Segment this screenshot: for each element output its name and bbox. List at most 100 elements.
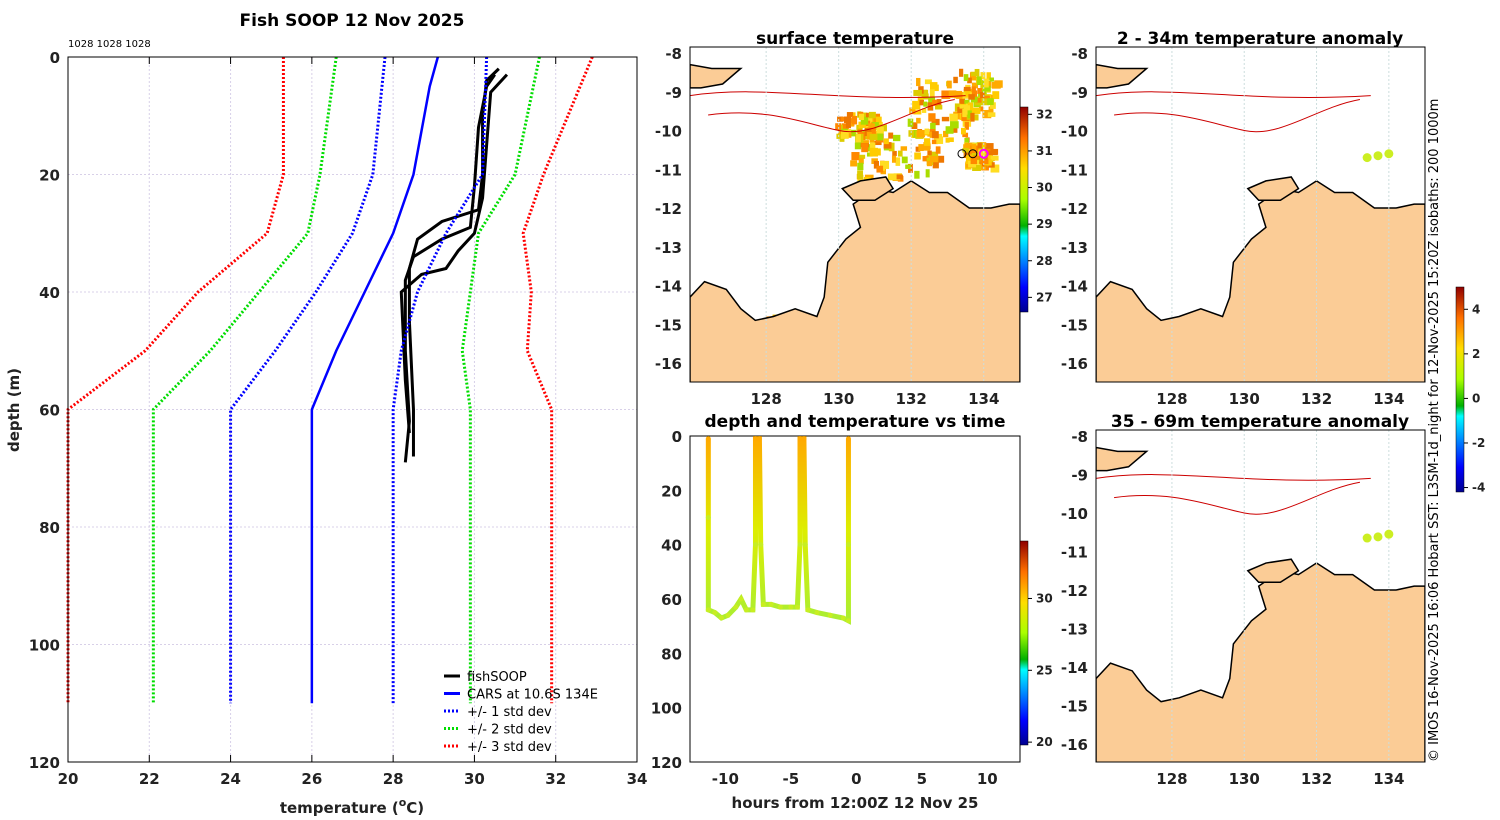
- sst-pixel: [980, 92, 985, 99]
- series-line: [391, 56, 489, 704]
- sst-pixel: [845, 119, 852, 129]
- x-tick-label: 130: [823, 390, 854, 408]
- track-marker: [968, 149, 978, 159]
- sst-pixel: [875, 116, 882, 124]
- data-point: [777, 604, 783, 610]
- y-tick-label: -15: [1061, 316, 1088, 334]
- x-tick-label: 134: [1373, 390, 1404, 408]
- sst-pixel: [928, 113, 936, 122]
- sst-pixel: [964, 137, 969, 146]
- sst-pixel: [922, 156, 929, 162]
- sst-pixel: [932, 161, 939, 169]
- sst-pixel: [858, 158, 864, 165]
- sst-pixel: [990, 155, 999, 161]
- sst-pixel: [976, 76, 982, 86]
- sst-pixel: [921, 93, 929, 100]
- data-point: [845, 542, 851, 548]
- sst-pixel: [859, 154, 866, 159]
- sst-pixel: [916, 129, 925, 138]
- legend-label: +/- 3 std dev: [467, 740, 552, 755]
- sst-pixel: [871, 127, 876, 134]
- sst-pixel: [929, 89, 935, 98]
- sst-pixel: [892, 150, 897, 157]
- sst-pixel: [971, 86, 976, 93]
- profile-plot: 20 22 24 26 28 30 32 34 0 20 40 60 80 100 120: [29, 49, 648, 788]
- sst-pixel: [964, 99, 970, 105]
- sst-pixel: [941, 90, 951, 99]
- sst-pixel: [962, 132, 969, 138]
- sst-pixel: [971, 82, 979, 89]
- y-tick-label: -14: [1061, 278, 1088, 296]
- profile-annotation: 1028 1028 1028: [68, 39, 151, 50]
- sst-pixel: [873, 160, 880, 169]
- data-point: [760, 601, 766, 607]
- sst-pixel: [857, 129, 863, 138]
- sst-pixel: [910, 122, 918, 129]
- map-layer: [1096, 446, 1425, 762]
- x-tick-label: 22: [139, 770, 160, 788]
- sst-pixel: [858, 113, 865, 121]
- sst-pixel: [972, 164, 981, 172]
- colorbar-label: -2: [1472, 436, 1485, 450]
- sst-pixel: [913, 129, 918, 138]
- sst-pixel: [936, 136, 944, 144]
- x-tick-label: 128: [1156, 770, 1187, 788]
- series-line: [521, 56, 594, 704]
- data-point: [705, 515, 711, 520]
- sst-pixel: [905, 164, 911, 169]
- sst-pixel: [968, 94, 975, 100]
- sst-pixel: [961, 127, 966, 135]
- sst-pixel: [990, 164, 1000, 173]
- sst-pixel: [992, 91, 1000, 100]
- sst-pixel: [965, 142, 973, 148]
- colorbar: [1455, 286, 1465, 493]
- y-tick-label: 120: [29, 754, 60, 772]
- y-tick-label: 40: [39, 284, 60, 302]
- y-tick-label: 60: [39, 402, 60, 420]
- data-point: [738, 596, 744, 602]
- x-tick-label: 34: [627, 770, 648, 788]
- y-tick-label: 60: [661, 591, 682, 609]
- isobath-200m: [1096, 474, 1371, 481]
- y-tick-label: -9: [665, 84, 682, 102]
- y-tick-label: 120: [651, 754, 682, 772]
- sst-pixel: [928, 97, 936, 106]
- y-tick-label: -16: [1061, 355, 1088, 373]
- sst-pixel: [962, 108, 970, 118]
- sst-pixel: [977, 142, 982, 149]
- isobath-1000m: [1114, 99, 1361, 133]
- x-tick-label: 5: [917, 770, 927, 788]
- isobath-1000m: [708, 99, 955, 133]
- sst-pixel: [972, 143, 981, 148]
- data-point: [768, 601, 774, 607]
- sst-pixel: [945, 126, 954, 134]
- profile-ylabel: depth (m): [5, 368, 23, 452]
- time-plot-title: depth and temperature vs time: [705, 412, 1006, 432]
- y-tick-label: -12: [1061, 582, 1088, 600]
- sst-pixel: [900, 146, 908, 151]
- sst-pixel: [963, 74, 969, 82]
- sst-pixel: [970, 112, 975, 122]
- legend-label: +/- 2 std dev: [467, 723, 552, 738]
- sst-pixel: [931, 139, 938, 145]
- y-tick-label: -8: [1071, 45, 1088, 63]
- sst-pixel: [971, 107, 981, 114]
- data-point: [840, 615, 846, 621]
- y-tick-label: -15: [655, 316, 682, 334]
- anomaly-point: [1373, 532, 1383, 542]
- data-point: [788, 604, 794, 610]
- sst-pixel: [887, 173, 897, 181]
- colorbar: [1019, 106, 1029, 313]
- land: [1096, 562, 1425, 762]
- sst-pixel: [895, 157, 901, 166]
- y-tick-label: 0: [672, 428, 682, 446]
- sst-pixel: [857, 162, 864, 171]
- sst-pixel: [926, 160, 933, 167]
- y-tick-label: 80: [661, 645, 682, 663]
- sst-pixel: [850, 129, 856, 137]
- y-tick-label: -11: [1061, 544, 1088, 562]
- sst-pixel: [946, 80, 952, 89]
- anomaly-point: [1384, 149, 1394, 159]
- sst-pixel: [924, 138, 931, 146]
